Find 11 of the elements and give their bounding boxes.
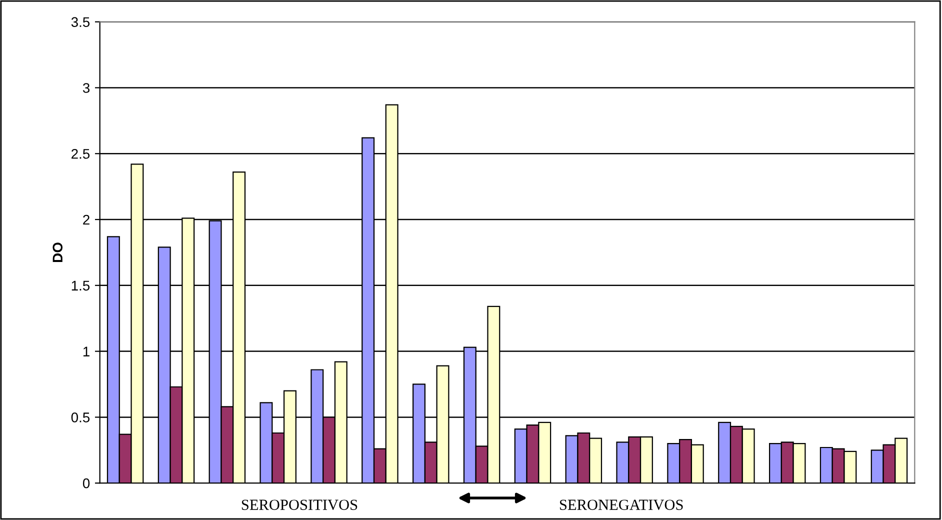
y-tick-label: 1 [83, 346, 90, 356]
text: SEROPOSITIVOS [242, 500, 358, 510]
y-tick-label: 2.5 [72, 148, 90, 159]
y-tick-label: 1.5 [72, 280, 90, 291]
y-axis-title: DO [52, 242, 63, 262]
y-tick-label: 0 [82, 478, 90, 488]
y-tick-label: 2 [83, 214, 90, 225]
y-tick-label: 0.5 [71, 412, 90, 422]
y-tick-label: 3.5 [71, 17, 90, 28]
y-tick-label: 3 [82, 83, 90, 93]
text: SERONEGATIVOS [560, 500, 683, 510]
